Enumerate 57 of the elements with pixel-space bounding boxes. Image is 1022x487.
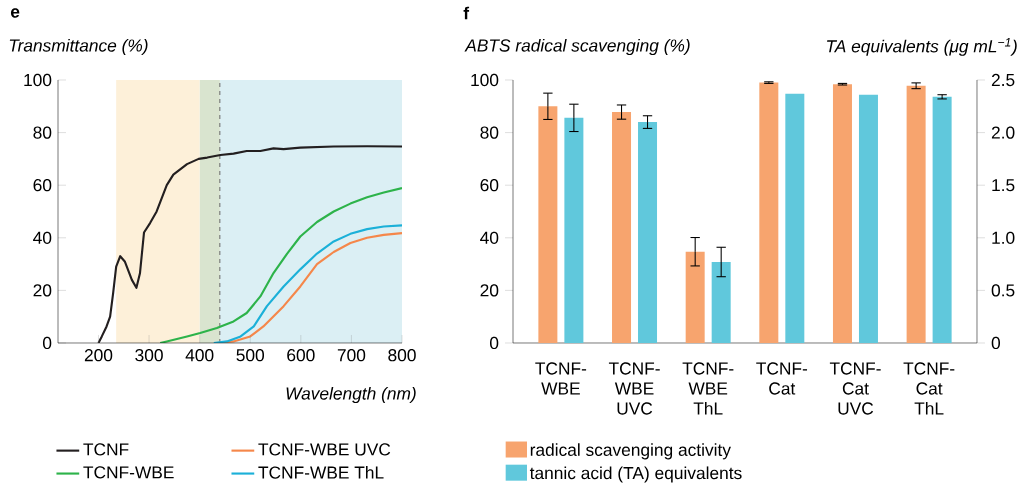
y-tick-label: 20	[480, 284, 499, 297]
y2-axis-title: TA equivalents (μg mL$^{−1}$)	[827, 38, 1017, 56]
x-tick-label: 500	[236, 349, 265, 362]
x-tick-label: 400	[185, 349, 214, 362]
y-tick-label: 80	[480, 126, 499, 139]
x-tick-label: TCNF-Cat	[756, 362, 808, 395]
chart-title: e	[10, 8, 20, 18]
bar	[832, 84, 852, 344]
legend-label: TCNF-WBE UVC	[258, 443, 391, 456]
y2-tick-label: 0	[991, 336, 1001, 350]
chart-title: f	[463, 6, 470, 20]
bar	[538, 106, 558, 344]
y-tick-label: 40	[480, 231, 499, 244]
bar	[759, 82, 779, 344]
bar	[858, 94, 878, 344]
y-tick-label: 40	[33, 231, 52, 244]
bar	[564, 117, 584, 344]
line-series	[159, 187, 402, 344]
x-tick-label: 800	[388, 349, 416, 362]
x-tick-label: TCNF-Cat UVC	[829, 362, 881, 415]
y-tick-label: 100	[471, 73, 499, 87]
bar	[906, 85, 926, 344]
y-tick-label: 80	[33, 126, 52, 139]
y2-tick-label: 2.0	[991, 126, 1015, 139]
legend-label: radical scavenging activity	[530, 443, 731, 460]
y2-tick-label: 2.5	[991, 73, 1015, 87]
y-tick-label: 60	[480, 179, 499, 192]
y-axis-title: Transmittance (%)	[9, 38, 148, 56]
x-tick-label: TCNF-WBE ThL	[682, 362, 734, 415]
legend-label: TCNF	[83, 443, 129, 456]
y-tick-label: 100	[24, 73, 52, 87]
x-tick-label: 200	[84, 349, 113, 362]
bar	[785, 93, 805, 344]
bar	[711, 262, 731, 344]
x-axis-title: Wavelength (nm)	[286, 386, 416, 404]
y-tick-label: 0	[42, 336, 52, 350]
y-axis-title: ABTS radical scavenging (%)	[464, 38, 690, 56]
x-tick-label: TCNF-WBE	[535, 362, 587, 395]
bar	[612, 112, 632, 344]
y-tick-label: 20	[33, 284, 52, 297]
x-tick-label: TCNF-WBE UVC	[608, 362, 660, 415]
bar	[685, 251, 705, 344]
x-tick-label: 300	[135, 349, 163, 362]
legend-label: TCNF-WBE	[83, 466, 174, 479]
y-tick-label: 0	[489, 336, 499, 350]
x-tick-label: TCNF-Cat ThL	[903, 362, 955, 415]
y2-tick-label: 1.0	[992, 231, 1015, 244]
y2-tick-label: 1.5	[992, 179, 1015, 192]
y2-tick-label: 0.5	[991, 284, 1015, 297]
x-tick-label: 600	[287, 349, 315, 362]
bar	[638, 122, 658, 344]
x-tick-label: 700	[337, 349, 366, 362]
legend-label: tannic acid (TA) equivalents	[529, 466, 742, 483]
legend-label: TCNF-WBE ThL	[258, 466, 384, 479]
line-series	[97, 145, 402, 344]
y-tick-label: 60	[33, 179, 52, 192]
bar	[932, 96, 952, 344]
